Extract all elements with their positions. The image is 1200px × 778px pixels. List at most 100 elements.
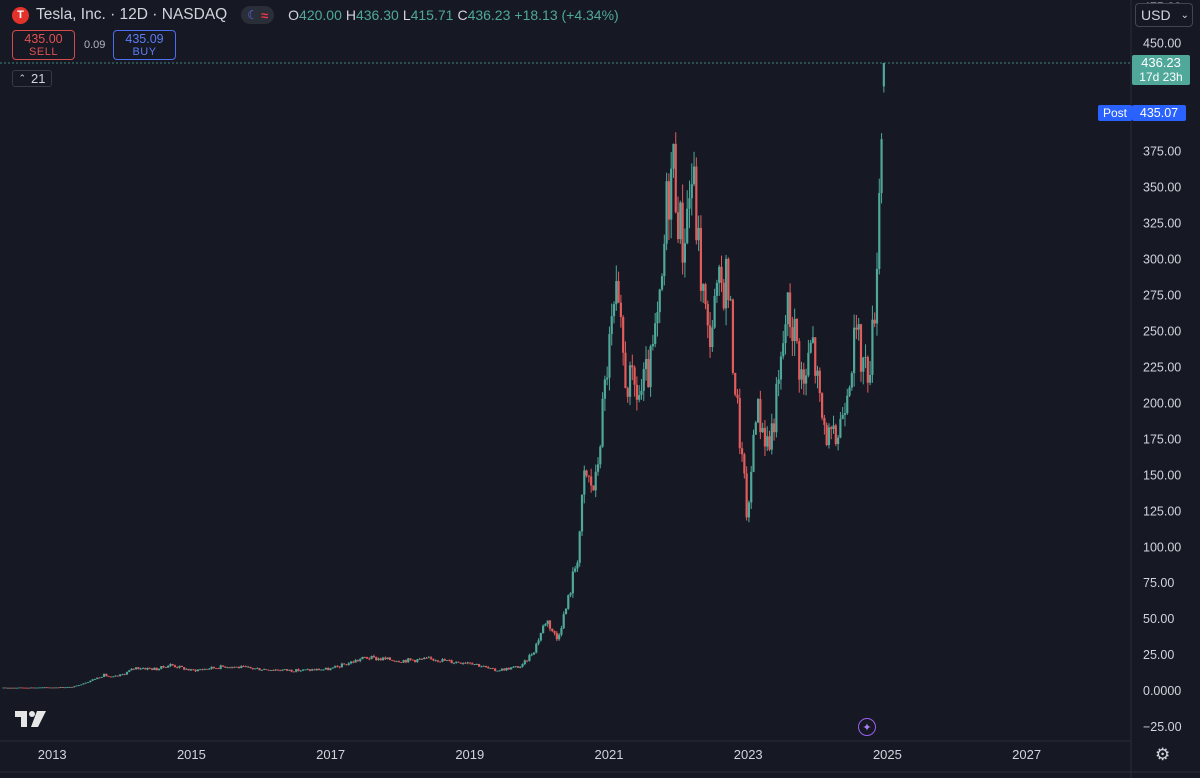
candle-body <box>269 670 273 671</box>
price-tick-label: 275.00 <box>1143 288 1181 302</box>
candle-body <box>178 665 181 668</box>
candle-body <box>786 292 789 325</box>
candle-body <box>491 668 494 669</box>
candle-body <box>857 324 860 330</box>
spark-icon[interactable]: ✦ <box>858 718 876 736</box>
candle-body <box>580 494 584 532</box>
candle-body <box>564 608 568 615</box>
candle-body <box>510 667 513 670</box>
sell-button[interactable]: 435.00 SELL <box>12 30 75 60</box>
candle-body <box>295 669 298 672</box>
candle-body <box>336 666 339 667</box>
candle-body <box>244 666 247 667</box>
candle-body <box>731 299 735 373</box>
candle-body <box>324 667 327 670</box>
candle-body <box>217 668 220 669</box>
candle-body <box>36 687 39 689</box>
candle-body <box>199 669 202 671</box>
candle-body <box>256 668 259 670</box>
candle-body <box>68 686 71 688</box>
candle-body <box>569 593 572 596</box>
candle-body <box>98 677 101 679</box>
candle-body <box>135 667 138 670</box>
candle-body <box>724 258 728 309</box>
candle-body <box>155 667 158 671</box>
candle-body <box>381 657 385 660</box>
candle-body <box>770 423 773 450</box>
session-indicator[interactable]: ☾ ≈ <box>241 6 275 24</box>
candle-body <box>766 436 769 447</box>
candle-body <box>308 669 311 671</box>
candle-body <box>832 425 835 429</box>
candle-body <box>871 319 874 375</box>
candle-body <box>125 671 129 675</box>
candle-body <box>708 325 712 348</box>
candle-body <box>160 666 163 669</box>
candle-body <box>853 327 856 374</box>
candle-body <box>48 687 51 689</box>
settings-gear-icon[interactable]: ⚙ <box>1155 745 1171 764</box>
symbol-title[interactable]: Tesla, Inc. · 12D · NASDAQ <box>36 6 228 23</box>
candle-body <box>631 365 634 368</box>
candle-body <box>834 425 837 445</box>
tradingview-logo-icon[interactable] <box>15 711 47 729</box>
candle-body <box>784 324 787 344</box>
candle-body <box>809 342 812 353</box>
candle-body <box>283 669 286 670</box>
currency-value: USD <box>1141 7 1171 23</box>
candle-body <box>622 317 625 353</box>
candle-body <box>542 625 545 634</box>
time-tick-label: 2017 <box>316 747 345 762</box>
candle-body <box>649 346 652 388</box>
time-axis[interactable]: 2013 2015 2017 2019 2021 2023 2025 2027 <box>38 747 1041 762</box>
time-tick-label: 2015 <box>177 747 206 762</box>
candle-body <box>882 62 885 87</box>
candle-body <box>240 666 243 669</box>
candle-body <box>743 454 746 474</box>
candle-body <box>651 344 654 347</box>
candle-body <box>77 685 81 687</box>
candle-body <box>530 654 533 656</box>
candle-body <box>633 367 636 385</box>
candle-body <box>423 657 426 660</box>
candle-body <box>192 669 195 671</box>
currency-select[interactable]: USD ⌄ <box>1135 3 1193 27</box>
candle-body <box>253 668 257 670</box>
candle-body <box>16 687 19 689</box>
candle-body <box>427 657 430 659</box>
candle-body <box>626 388 629 397</box>
candle-body <box>352 661 355 663</box>
candle-body <box>644 359 648 370</box>
plot-area[interactable] <box>0 0 1131 741</box>
candle-body <box>763 427 767 447</box>
indicators-toggle-button[interactable]: ⌃ 21 <box>12 70 52 87</box>
candle-body <box>290 669 293 672</box>
candle-body <box>397 661 401 663</box>
candle-body <box>846 395 849 414</box>
candle-body <box>416 659 419 662</box>
post-price-label: 435.07 <box>1140 106 1178 120</box>
candle-body <box>9 687 12 689</box>
candle-body <box>50 687 53 689</box>
candle-body <box>775 383 778 433</box>
candle-body <box>247 666 250 668</box>
candle-body <box>189 669 193 671</box>
candle-body <box>729 299 732 301</box>
candle-body <box>91 679 94 681</box>
candle-body <box>521 664 524 667</box>
waves-icon: ≈ <box>261 7 269 23</box>
candle-body <box>203 668 206 670</box>
candle-body <box>546 620 549 625</box>
candle-body <box>322 669 325 671</box>
candle-body <box>779 356 783 380</box>
candle-body <box>484 665 488 668</box>
candle-body <box>22 687 26 689</box>
candle-body <box>338 666 341 668</box>
buy-button[interactable]: 435.09 BUY <box>113 30 176 60</box>
candle-body <box>715 282 719 296</box>
candle-body <box>756 399 760 423</box>
candle-body <box>292 671 295 673</box>
candle-body <box>13 687 17 689</box>
price-tick-label: 300.00 <box>1143 252 1181 266</box>
